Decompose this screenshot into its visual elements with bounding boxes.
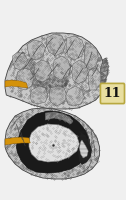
Text: 11: 11 xyxy=(104,87,121,100)
Polygon shape xyxy=(16,68,34,90)
Polygon shape xyxy=(53,56,71,80)
Polygon shape xyxy=(67,36,84,60)
Polygon shape xyxy=(5,80,28,88)
Polygon shape xyxy=(49,86,67,106)
Polygon shape xyxy=(5,33,106,109)
Polygon shape xyxy=(84,44,98,70)
Polygon shape xyxy=(100,58,108,84)
Polygon shape xyxy=(47,34,66,56)
Polygon shape xyxy=(30,86,48,104)
Polygon shape xyxy=(45,112,73,124)
Polygon shape xyxy=(5,137,30,145)
Polygon shape xyxy=(34,60,52,82)
Polygon shape xyxy=(78,132,92,165)
Polygon shape xyxy=(23,56,71,94)
Polygon shape xyxy=(29,124,79,162)
Polygon shape xyxy=(72,60,88,84)
Polygon shape xyxy=(79,140,88,158)
Polygon shape xyxy=(13,52,28,70)
Polygon shape xyxy=(5,108,100,179)
Polygon shape xyxy=(88,68,101,90)
Polygon shape xyxy=(66,86,84,106)
Polygon shape xyxy=(16,111,89,173)
Polygon shape xyxy=(28,40,45,60)
FancyBboxPatch shape xyxy=(100,83,124,104)
